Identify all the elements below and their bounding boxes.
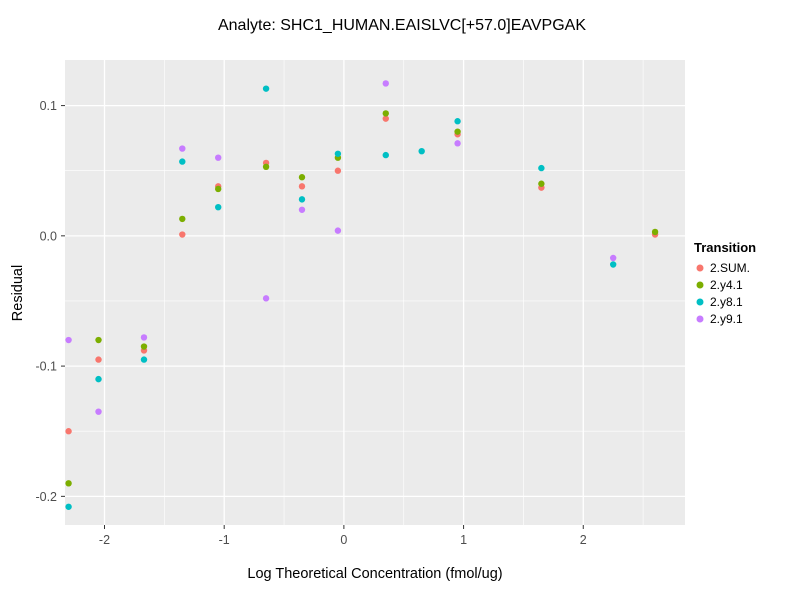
data-point-2.y9.1	[262, 295, 270, 302]
data-point-2.y8.1	[262, 85, 270, 92]
data-point-2.y9.1	[334, 227, 342, 234]
legend-label: 2.SUM.	[710, 261, 750, 275]
x-tick-label: 1	[460, 533, 467, 547]
legend-swatch-2.y9.1	[696, 315, 704, 323]
data-point-2.y9.1	[140, 334, 148, 341]
data-point-2.y9.1	[65, 336, 72, 344]
data-point-2.y9.1	[609, 254, 617, 262]
data-point-2.y9.1	[454, 140, 461, 147]
data-point-2.y8.1	[334, 150, 342, 157]
data-point-2.y9.1	[215, 154, 222, 161]
y-tick-label: 0.1	[40, 99, 57, 113]
data-point-2.y9.1	[298, 206, 306, 213]
y-tick-label: -0.2	[35, 490, 57, 504]
data-point-2.y4.1	[179, 215, 186, 223]
data-point-2.y4.1	[262, 163, 270, 171]
data-point-2.SUM.	[298, 183, 306, 190]
data-point-2.SUM.	[179, 231, 186, 238]
data-point-2.y4.1	[65, 480, 72, 487]
legend-label: 2.y9.1	[710, 312, 743, 326]
data-point-2.y4.1	[215, 185, 222, 193]
data-point-2.y8.1	[95, 375, 102, 383]
legend: 2.SUM. 2.y4.1 2.y8.1 2.y9.1	[696, 261, 750, 326]
data-point-2.y4.1	[538, 180, 545, 187]
data-point-2.SUM.	[382, 115, 389, 122]
data-point-2.y9.1	[95, 408, 102, 415]
data-point-2.y8.1	[179, 158, 186, 165]
plot-panel: -2 -1 0 1 2 0.1 0.0 -0.1 -0.2	[35, 60, 685, 547]
data-point-2.y8.1	[140, 356, 148, 363]
legend-label: 2.y4.1	[710, 278, 743, 292]
x-axis-title: Log Theoretical Concentration (fmol/ug)	[247, 566, 502, 582]
y-tick-label: -0.1	[35, 360, 57, 374]
legend-title: Transition	[694, 240, 756, 255]
data-point-2.y8.1	[65, 503, 72, 510]
data-point-2.SUM.	[65, 428, 72, 435]
data-point-2.y8.1	[215, 203, 222, 211]
data-point-2.y8.1	[418, 147, 425, 155]
data-point-2.y4.1	[382, 110, 389, 117]
data-point-2.y8.1	[538, 164, 545, 172]
x-tick-label: -2	[99, 533, 110, 547]
chart-title: Analyte: SHC1_HUMAN.EAISLVC[+57.0]EAVPGA…	[218, 17, 586, 34]
data-point-2.y8.1	[382, 151, 389, 159]
data-point-2.y9.1	[179, 145, 186, 152]
legend-swatch-2.y4.1	[696, 281, 704, 289]
data-point-2.y4.1	[298, 174, 306, 181]
legend-label: 2.y8.1	[710, 295, 743, 309]
x-tick-label: 2	[580, 533, 587, 547]
data-point-2.SUM.	[95, 356, 102, 363]
data-point-2.y8.1	[609, 261, 617, 268]
data-point-2.SUM.	[334, 167, 342, 174]
data-point-2.y8.1	[454, 118, 461, 125]
data-point-2.y4.1	[95, 336, 102, 344]
x-tick-label: -1	[219, 533, 230, 547]
data-point-2.y4.1	[454, 128, 461, 135]
panel-background	[65, 60, 685, 525]
y-axis-title: Residual	[10, 265, 26, 321]
x-tick-label: 0	[340, 533, 347, 547]
legend-swatch-2.y8.1	[696, 298, 704, 306]
y-tick-label: 0.0	[40, 229, 57, 243]
data-point-2.y4.1	[140, 343, 148, 350]
data-point-2.y8.1	[298, 196, 306, 203]
data-point-2.y4.1	[651, 228, 659, 236]
data-point-2.y9.1	[382, 80, 389, 87]
legend-swatch-2.SUM.	[696, 264, 704, 272]
